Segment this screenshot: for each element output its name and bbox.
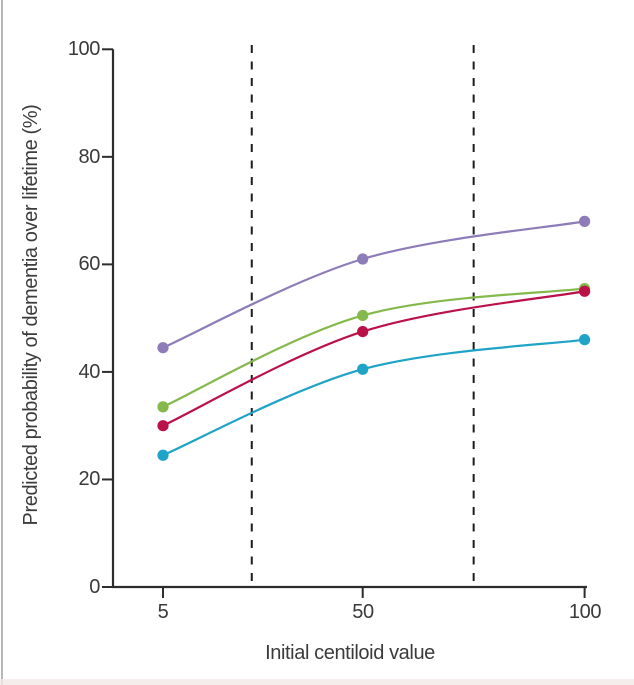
series-line-red (162, 290, 585, 427)
y-tick-label-40: 40 (78, 361, 101, 383)
screenshot-left-border (1, 0, 3, 685)
data-point-purple-x5 (157, 342, 169, 354)
y-tick-label-100: 100 (67, 38, 101, 60)
data-point-purple-x50 (357, 253, 369, 265)
series-line-blue (162, 338, 585, 457)
x-tick-label-100: 100 (568, 601, 602, 623)
y-tick-label-80: 80 (78, 146, 101, 168)
y-tick-label-20: 20 (78, 468, 101, 490)
data-point-blue-x100 (579, 334, 591, 346)
data-point-red-x100 (579, 285, 591, 297)
data-point-blue-x5 (157, 449, 169, 461)
x-tick-label-5: 5 (157, 601, 169, 623)
data-point-green-x50 (357, 309, 369, 322)
y-tick-label-0: 0 (89, 576, 100, 598)
series-line-green (162, 287, 585, 408)
data-point-purple-x100 (579, 215, 591, 227)
data-point-green-x5 (157, 401, 169, 413)
data-point-red-x5 (157, 420, 169, 432)
y-tick-label-60: 60 (78, 253, 101, 275)
y-axis-title: Predicted probability of dementia over l… (20, 104, 42, 526)
x-tick-label-50: 50 (352, 601, 374, 623)
x-axis-title: Initial centiloid value (265, 642, 435, 664)
screenshot-bottom-border (0, 679, 634, 685)
data-point-red-x50 (357, 325, 369, 338)
data-point-blue-x50 (357, 363, 369, 375)
